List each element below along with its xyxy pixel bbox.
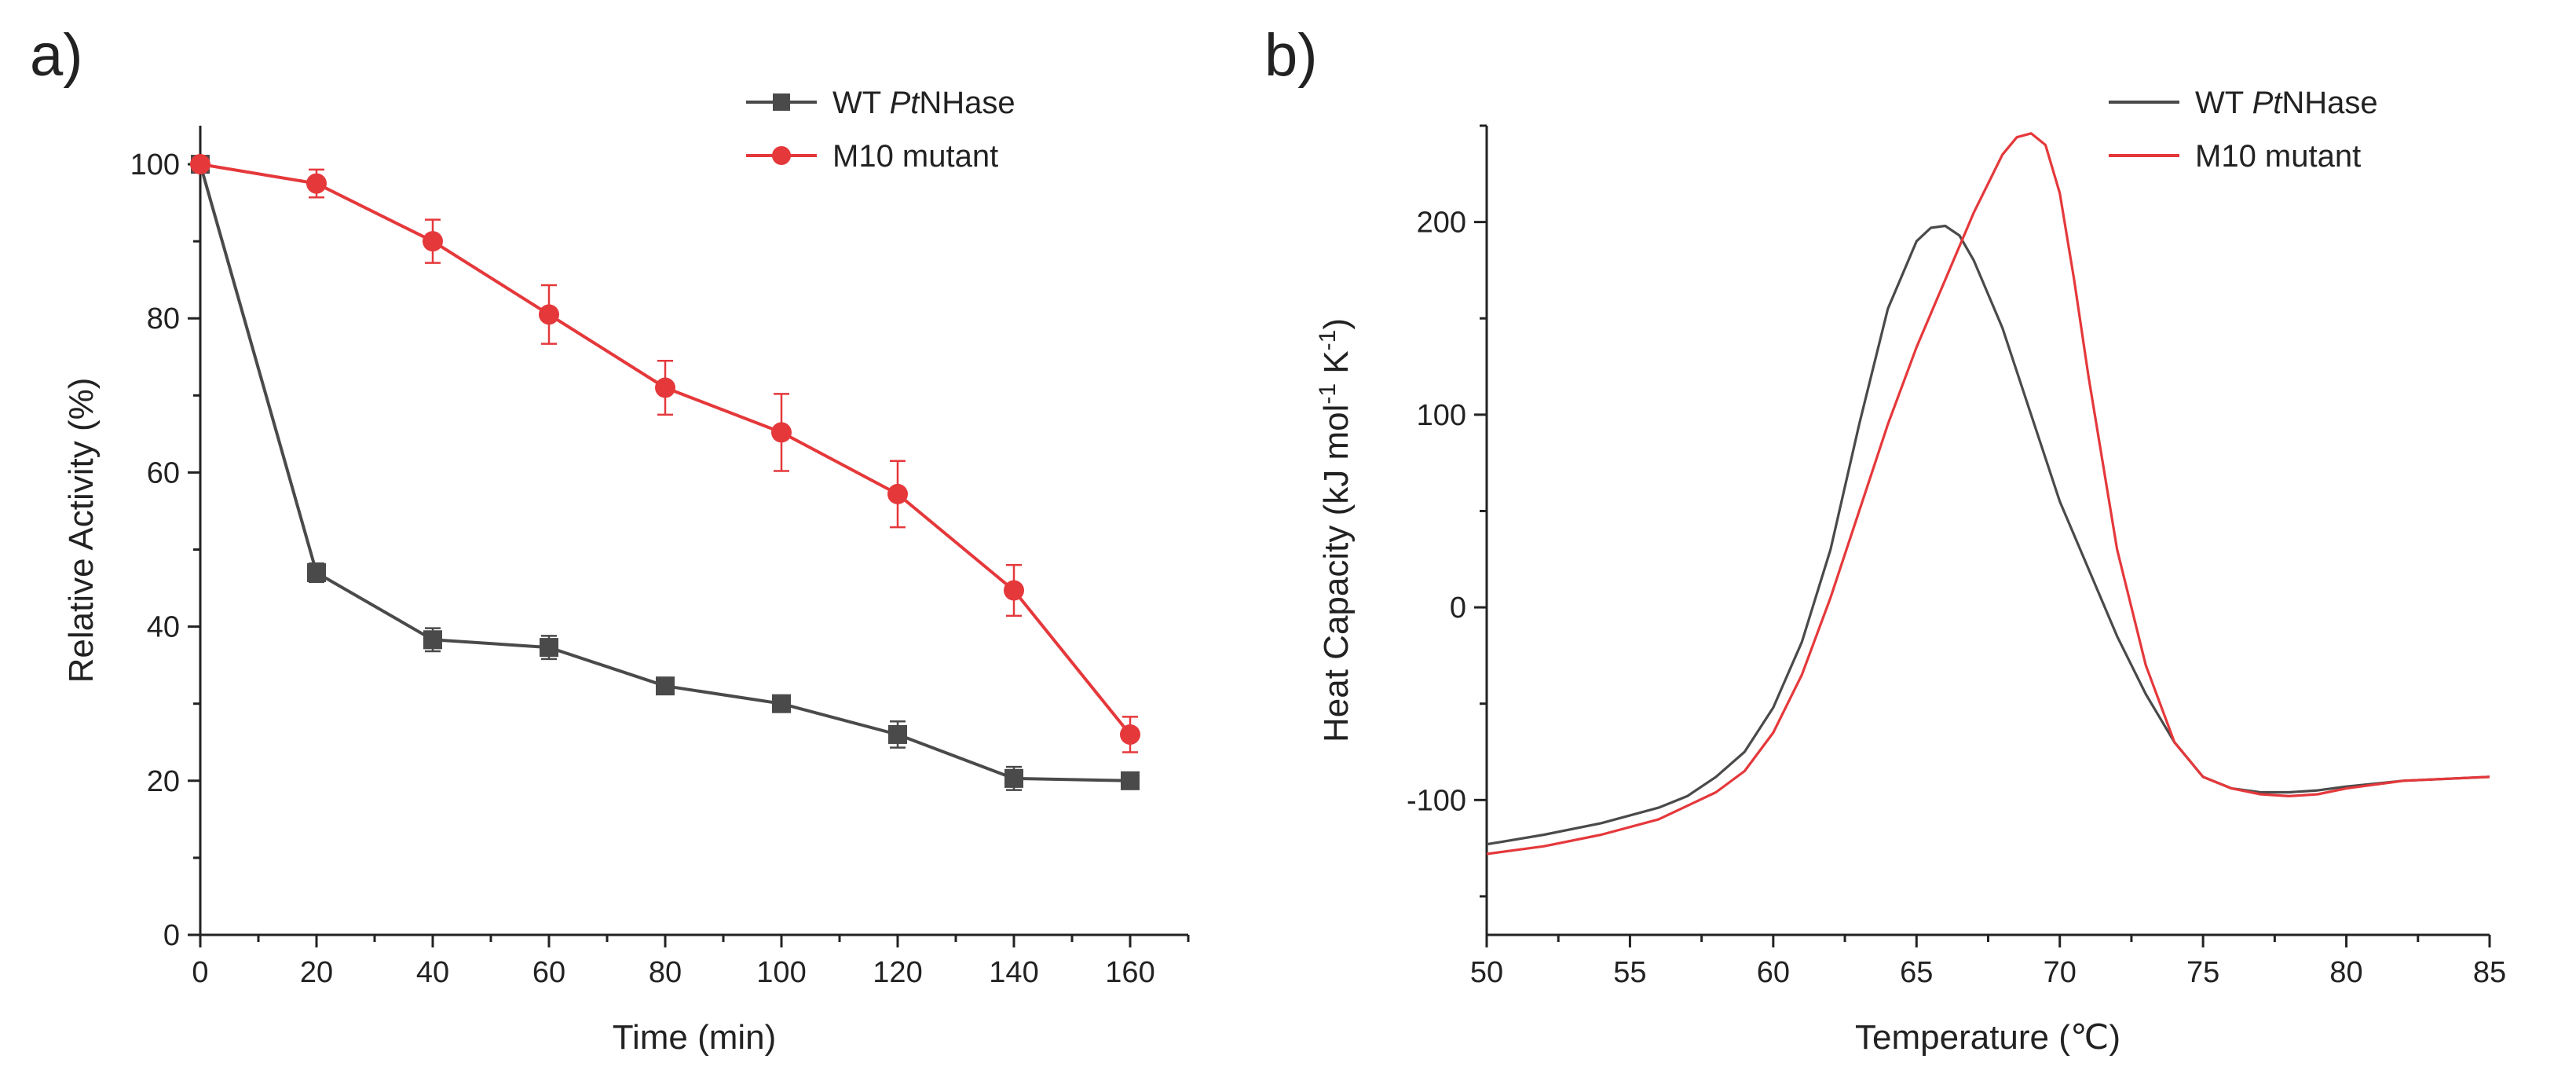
panel-b-legend: WT PtNHase M10 mutant	[2109, 86, 2378, 174]
y-tick-label: 100	[1417, 399, 1466, 432]
panel-a-chart: 0 20 40 60 80 100 120 140 160 0 20 40 60 80 100 Time (…	[62, 86, 1190, 1057]
panel-b-ticks: 50 55 60 65 70 75 80 85 -100 0 100 200	[1407, 124, 2506, 989]
x-tick-label: 80	[2329, 956, 2362, 989]
legend-marker	[772, 146, 791, 165]
panel-a-y-axis-title: Relative Activity (%)	[62, 378, 101, 683]
y-title-part-2: K	[1317, 350, 1356, 383]
legend-label: M10 mutant	[832, 139, 998, 174]
y-tick-label: 20	[147, 765, 180, 798]
x-tick-label: 40	[416, 956, 449, 989]
y-title-part-1: Heat Capacity (kJ mol	[1317, 405, 1356, 742]
data-point-circle	[771, 422, 792, 443]
legend-label-part: WT	[832, 86, 890, 120]
data-point-circle	[887, 483, 908, 504]
y-tick-label: -100	[1407, 784, 1466, 817]
y-tick-label: 0	[1450, 592, 1466, 625]
legend-label-part: Pt	[2252, 86, 2284, 120]
x-tick-label: 50	[1470, 956, 1503, 989]
x-tick-label: 65	[1900, 956, 1933, 989]
data-point-square	[307, 562, 326, 582]
x-tick-label: 0	[192, 956, 208, 989]
panel-b-x-axis-title: Temperature (℃)	[1855, 1018, 2120, 1057]
legend-marker	[773, 93, 790, 111]
x-tick-label: 60	[532, 956, 565, 989]
y-title-part-3: )	[1317, 318, 1356, 330]
legend-label: WT PtNHase	[832, 86, 1015, 120]
panel-b-label: b)	[1264, 22, 1318, 89]
panel-b-chart: 50 55 60 65 70 75 80 85 -100 0 100 200 Temperature …	[1315, 86, 2507, 1057]
series-line-m10	[199, 163, 1132, 736]
data-point-circle	[655, 377, 675, 398]
legend-label-part: NHase	[919, 86, 1015, 120]
legend-label: M10 mutant	[2195, 139, 2361, 174]
x-tick-label: 120	[873, 956, 922, 989]
x-tick-label: 70	[2044, 956, 2077, 989]
panel-b-series	[1486, 132, 2490, 856]
legend-label-part: WT	[2195, 86, 2252, 120]
x-tick-label: 100	[756, 956, 806, 989]
data-point-circle	[1120, 724, 1140, 745]
y-tick-label: 200	[1417, 207, 1466, 240]
panel-a-plot-area	[200, 126, 1188, 935]
series-line-wt	[1486, 224, 2490, 846]
legend-label-part: Pt	[890, 86, 921, 120]
legend-label-part: NHase	[2281, 86, 2377, 120]
y-title-sup-1: -1	[1315, 383, 1341, 405]
data-point-square	[888, 724, 907, 744]
data-point-square	[656, 676, 675, 696]
legend-label-part: M10 mutant	[2195, 139, 2361, 174]
x-tick-label: 85	[2473, 956, 2506, 989]
data-point-square	[423, 630, 442, 650]
series-line-m10	[1486, 132, 2490, 856]
x-tick-label: 60	[1757, 956, 1790, 989]
x-tick-label: 75	[2186, 956, 2219, 989]
panel-a-ticks: 0 20 40 60 80 100 120 140 160 0 20 40 60 80 100	[130, 148, 1190, 989]
x-tick-label: 140	[989, 956, 1038, 989]
data-point-square	[772, 694, 791, 713]
panel-a-label: a)	[30, 22, 83, 89]
y-tick-label: 40	[147, 611, 180, 644]
data-point-square	[1004, 768, 1023, 788]
x-tick-label: 20	[300, 956, 333, 989]
legend-label: WT PtNHase	[2195, 86, 2378, 120]
x-tick-label: 160	[1105, 956, 1154, 989]
panel-a-series	[190, 154, 1140, 791]
data-point-circle	[539, 304, 559, 325]
panel-b-y-axis-title: Heat Capacity (kJ mol-1 K-1)	[1315, 318, 1356, 742]
data-point-circle	[190, 154, 210, 175]
data-point-circle	[306, 173, 327, 194]
data-point-circle	[423, 231, 443, 252]
y-title-sup-2: -1	[1315, 330, 1341, 351]
data-point-square	[1121, 771, 1140, 790]
y-tick-label: 0	[163, 919, 180, 952]
panel-a-x-axis-title: Time (min)	[613, 1018, 777, 1057]
legend-label-part: M10 mutant	[832, 139, 998, 174]
x-tick-label: 80	[649, 956, 682, 989]
y-tick-label: 100	[130, 148, 180, 181]
panel-a-legend: WT PtNHase M10 mutant	[746, 86, 1015, 174]
x-tick-label: 55	[1613, 956, 1646, 989]
data-point-circle	[1004, 580, 1024, 601]
y-tick-label: 60	[147, 456, 180, 489]
data-point-square	[540, 638, 558, 658]
y-tick-label: 80	[147, 302, 180, 335]
